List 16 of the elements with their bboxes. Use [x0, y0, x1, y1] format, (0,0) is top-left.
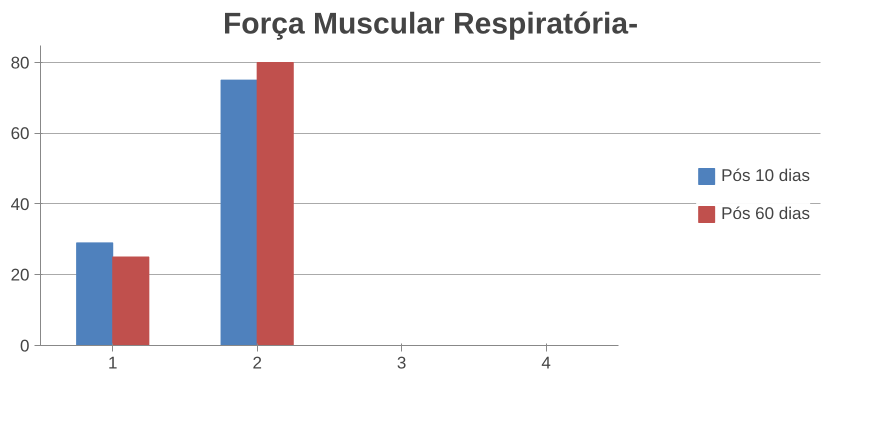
- y-tick-label: 60: [10, 124, 30, 144]
- bar: [220, 80, 258, 346]
- x-tick-label: 4: [541, 354, 551, 372]
- x-tick-label: 1: [108, 354, 118, 372]
- x-tick-label: 3: [396, 354, 406, 372]
- bar: [256, 62, 294, 346]
- legend-label: Pós 10 dias: [721, 166, 810, 186]
- x-tick-label: 2: [252, 354, 262, 372]
- y-tick-label: 40: [10, 194, 30, 214]
- legend-label: Pós 60 dias: [721, 204, 810, 224]
- y-tick-label: 20: [10, 266, 30, 285]
- bar: [76, 242, 114, 346]
- chart-title: Força Muscular Respiratória-: [222, 8, 638, 40]
- y-tick-label: 80: [10, 53, 30, 72]
- bar: [112, 256, 150, 346]
- y-tick-label: 0: [20, 336, 30, 356]
